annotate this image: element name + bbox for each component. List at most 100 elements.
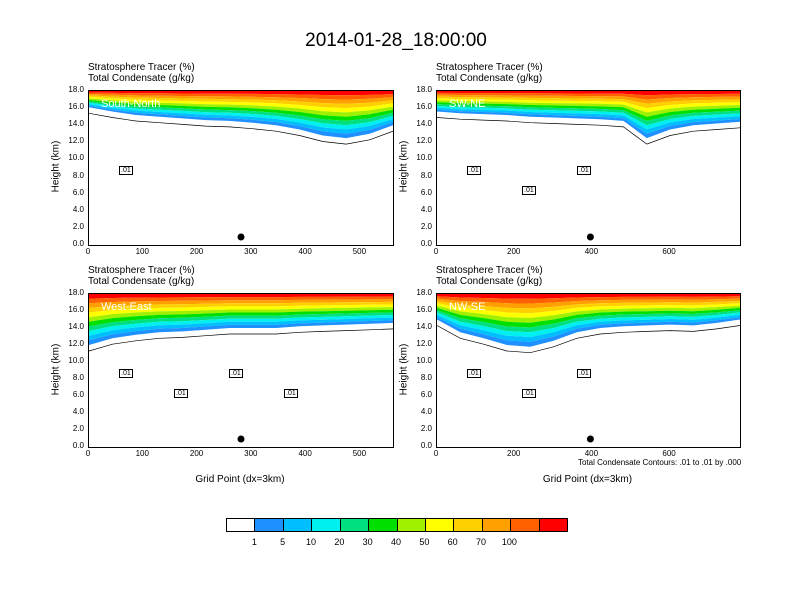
heatmap-nw-se	[437, 294, 740, 443]
plot-area-nw-se: NW-SE .01 .01 .01	[436, 293, 741, 448]
contour-label: .01	[522, 186, 536, 195]
y-tick-label: 12.0	[68, 339, 84, 348]
y-tick-label: 0.0	[72, 239, 84, 248]
x-tick-label: 400	[584, 449, 599, 458]
contour-label: .01	[119, 369, 133, 378]
y-tick-label: 18.0	[416, 85, 432, 94]
colorbar-label: 60	[447, 537, 458, 547]
panel-title-condensate: Total Condensate (g/kg)	[88, 73, 195, 84]
tracer-band-7	[437, 307, 740, 328]
tracer-band-11	[437, 109, 740, 139]
condensate-contour	[437, 325, 740, 354]
y-axis-label: Height (km)	[50, 343, 62, 395]
condensate-contour	[89, 328, 393, 352]
y-tick-label: 10.0	[416, 356, 432, 365]
tracer-band-2	[437, 296, 740, 304]
tracer-band-3	[437, 94, 740, 104]
condensate-contour	[437, 117, 740, 145]
colorbar-label: 1	[251, 537, 257, 547]
y-axis-label: Height (km)	[398, 140, 410, 193]
x-axis-label: Grid Point (dx=3km)	[195, 474, 285, 485]
tracer-band-4	[437, 301, 740, 314]
colorbar-label: 100	[501, 537, 517, 547]
y-tick-label: 10.0	[68, 153, 84, 163]
tracer-band-7	[89, 309, 393, 327]
colorbar-swatch	[369, 519, 398, 531]
tracer-band-9	[437, 312, 740, 338]
panel-title-condensate: Total Condensate (g/kg)	[436, 73, 543, 84]
tracer-band-5	[437, 303, 740, 318]
tracer-band-9	[89, 315, 393, 336]
y-tick-label: 12.0	[416, 136, 432, 146]
y-tick-label: 18.0	[68, 85, 84, 94]
contour-label: .01	[284, 389, 298, 398]
heatmap-south-north	[89, 91, 393, 241]
colorbar-label: 50	[419, 537, 430, 547]
tracer-band-8	[89, 101, 393, 126]
colorbar-swatch	[482, 519, 512, 531]
x-tick-label: 0	[433, 247, 439, 256]
colorbar-label: 10	[305, 537, 316, 547]
tracer-band-1	[437, 294, 740, 299]
location-marker	[586, 233, 594, 241]
colorbar-swatch	[511, 519, 540, 531]
x-tick-label: 600	[662, 449, 676, 458]
y-tick-label: 2.0	[420, 424, 432, 433]
contour-label: .01	[577, 166, 591, 175]
y-tick-label: 14.0	[416, 119, 432, 129]
tracer-band-2	[89, 296, 393, 304]
x-tick-label: 500	[352, 247, 367, 256]
y-tick-label: 6.0	[420, 187, 432, 197]
tracer-band-6	[437, 100, 740, 117]
plot-area-sw-ne: SW-NE .01 .01 .01	[436, 90, 741, 246]
colorbar-label: 30	[362, 537, 373, 547]
x-tick-label: 100	[135, 449, 149, 458]
tracer-band-6	[89, 307, 393, 322]
tracer-band-4	[89, 95, 393, 109]
colorbar-label: 70	[475, 537, 486, 547]
tracer-band-8	[89, 312, 393, 332]
colorbar-swatch	[255, 519, 284, 531]
y-tick-label: 8.0	[420, 373, 432, 382]
x-tick-label: 200	[507, 449, 521, 458]
colorbar-swatch	[397, 519, 426, 531]
y-tick-label: 4.0	[420, 407, 432, 416]
tracer-band-9	[89, 102, 393, 130]
tracer-band-5	[89, 304, 393, 318]
tracer-band-2	[437, 92, 740, 100]
tracer-band-8	[437, 104, 740, 126]
y-tick-label: 4.0	[420, 204, 432, 214]
y-tick-label: 2.0	[420, 221, 432, 231]
colorbar-label: 20	[334, 537, 345, 547]
colorbar-swatch	[227, 519, 256, 531]
x-tick-label: 300	[244, 247, 258, 256]
colorbar-swatch	[539, 519, 568, 531]
y-tick-label: 16.0	[416, 305, 432, 314]
contour-label: .01	[467, 369, 481, 378]
region-label-south-north: South-North	[101, 98, 161, 110]
tracer-band-4	[437, 96, 740, 109]
tracer-band-3	[89, 299, 393, 308]
y-tick-label: 0.0	[72, 441, 84, 450]
x-tick-label: 400	[298, 449, 312, 458]
tracer-band-6	[89, 98, 393, 117]
tracer-band-11	[89, 320, 393, 345]
tracer-band-11	[89, 105, 393, 139]
y-tick-label: 8.0	[420, 170, 432, 180]
tracer-band-5	[89, 96, 393, 113]
tracer-band-10	[89, 104, 393, 134]
x-tick-label: 400	[584, 247, 599, 256]
region-label-sw-ne: SW-NE	[449, 98, 486, 110]
tracer-band-7	[437, 102, 740, 121]
colorbar-label: 5	[280, 537, 286, 547]
y-tick-label: 8.0	[72, 373, 84, 382]
y-tick-label: 0.0	[420, 239, 432, 248]
tracer-band-10	[89, 317, 393, 341]
y-axis-label: Height (km)	[50, 140, 62, 193]
tracer-band-3	[437, 298, 740, 309]
location-marker	[237, 435, 245, 443]
y-tick-label: 0.0	[420, 441, 432, 450]
tracer-band-1	[89, 91, 393, 96]
y-tick-label: 10.0	[68, 356, 84, 365]
x-tick-label: 200	[189, 247, 204, 256]
